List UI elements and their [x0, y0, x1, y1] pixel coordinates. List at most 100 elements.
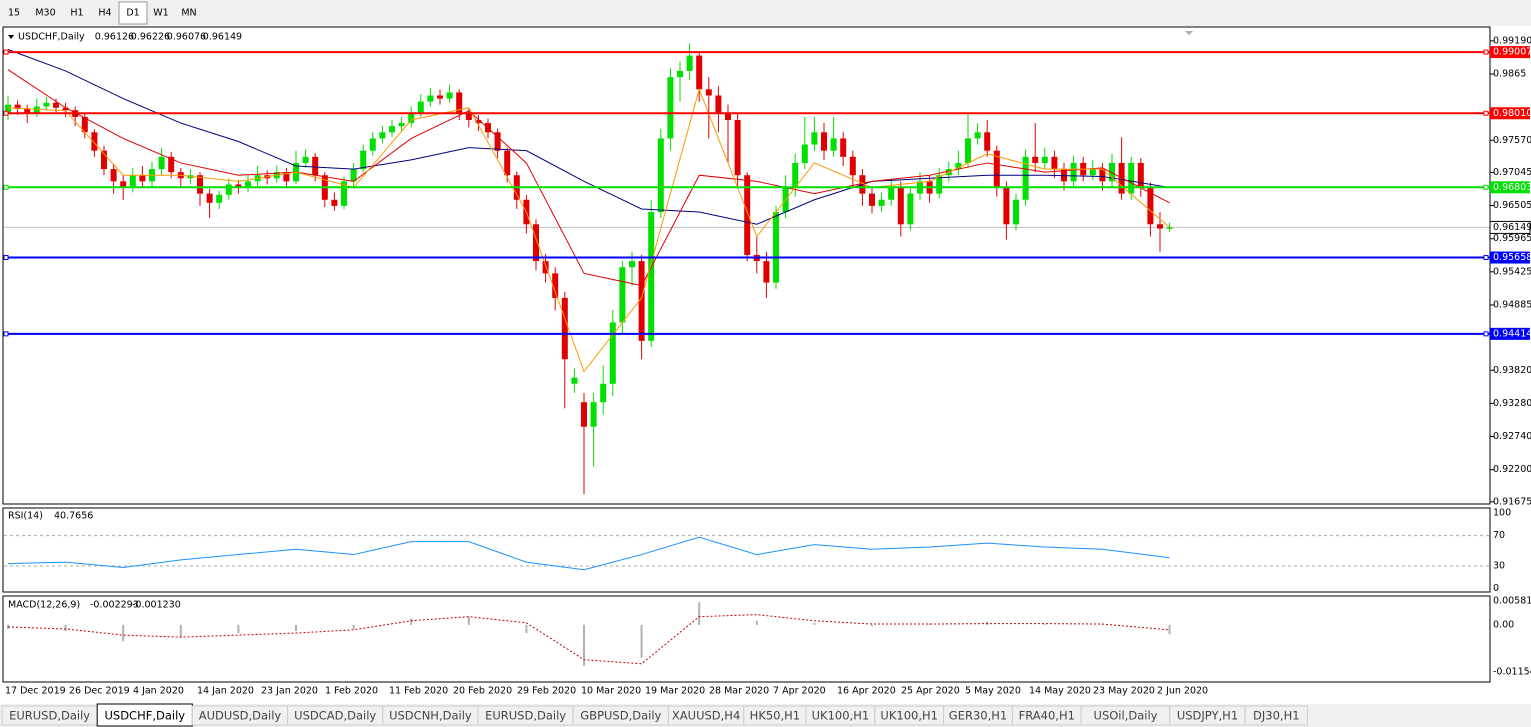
macd-tick-label: 0.005818 [1493, 596, 1531, 607]
y-tick-label: 0.93820 [1493, 365, 1531, 376]
x-tick-label: 25 Apr 2020 [901, 686, 960, 697]
tab-label[interactable]: EURUSD,Daily [9, 709, 90, 723]
candle-body [936, 175, 943, 194]
current-price-box [1489, 220, 1531, 234]
timeframe-button[interactable]: W1 [153, 8, 168, 19]
x-tick-label: 23 May 2020 [1093, 686, 1155, 697]
candle-body [187, 175, 194, 179]
tab-label[interactable]: USOil,Daily [1094, 709, 1158, 723]
level-handle [1483, 255, 1489, 261]
x-tick-label: 16 Apr 2020 [837, 686, 896, 697]
x-tick-label: 7 Apr 2020 [773, 686, 826, 697]
candle-body [456, 92, 463, 114]
y-tick-label: 0.9865 [1493, 69, 1526, 80]
tab-label[interactable]: UK100,H1 [812, 709, 870, 723]
tab-label[interactable]: USDCNH,Daily [389, 709, 472, 723]
timeframe-button[interactable]: 15 [8, 8, 20, 19]
candle-body [744, 175, 751, 255]
tab-label[interactable]: GBPUSD,Daily [580, 709, 661, 723]
x-tick-label: 23 Jan 2020 [261, 686, 318, 697]
tab-label[interactable]: USDCAD,Daily [294, 709, 376, 723]
candle-body [465, 113, 472, 121]
candle-body [14, 104, 21, 109]
candle-body [677, 70, 683, 78]
candle-body [494, 132, 501, 151]
level-handle [3, 331, 9, 337]
tab-label[interactable]: USDCHF,Daily [104, 709, 185, 723]
candle-body [1013, 199, 1019, 225]
candle-body [542, 261, 549, 274]
macd-label: MACD(12,26,9) [8, 600, 80, 611]
level-price-label: 0.99007 [1493, 47, 1531, 58]
candle-body [869, 193, 875, 206]
candle-body [811, 132, 818, 145]
x-tick-label: 19 Mar 2020 [645, 686, 705, 697]
tab-label[interactable]: DJ30,H1 [1253, 709, 1300, 723]
tab-label[interactable]: HK50,H1 [750, 709, 800, 723]
candle-body [878, 199, 885, 206]
candle-body [360, 150, 367, 170]
tab-label[interactable]: FRA40,H1 [1019, 709, 1075, 723]
candle-body [1166, 227, 1173, 229]
candle-body [1089, 169, 1096, 176]
x-tick-label: 14 May 2020 [1029, 686, 1091, 697]
candle-body [638, 261, 645, 341]
y-tick-label: 0.97570 [1493, 135, 1531, 146]
candle-body [725, 113, 731, 121]
candle-body [955, 162, 962, 170]
timeframe-button[interactable]: D1 [126, 8, 139, 19]
candle-body [840, 138, 847, 157]
y-tick-label: 0.97045 [1493, 167, 1531, 178]
candle-body [907, 193, 914, 225]
timeframe-button[interactable]: H4 [98, 8, 111, 19]
candle-body [446, 92, 453, 99]
tab-label[interactable]: GER30,H1 [949, 709, 1007, 723]
candle-body [398, 123, 405, 127]
candle-body [43, 102, 50, 107]
level-price-label: 0.95658 [1493, 252, 1531, 263]
tab[interactable] [1244, 705, 1308, 726]
x-tick-label: 5 May 2020 [965, 686, 1021, 697]
candle-body [101, 150, 107, 170]
timeframe-button[interactable]: H1 [70, 8, 83, 19]
candle-body [1147, 187, 1154, 225]
candle-body [715, 95, 722, 114]
level-handle [1483, 110, 1489, 116]
x-tick-label: 1 Feb 2020 [325, 686, 378, 697]
candle-body [1032, 156, 1039, 163]
candle-body [437, 95, 443, 99]
candle-body [1137, 162, 1144, 188]
candle-body [245, 181, 251, 188]
candle-body [667, 77, 674, 139]
x-tick-label: 11 Feb 2020 [389, 686, 448, 697]
candle-body [888, 187, 895, 200]
level-handle [1483, 49, 1489, 55]
rsi-tick-label: 30 [1493, 560, 1505, 571]
candle-body [974, 132, 981, 139]
moving-average [7, 87, 1170, 373]
candle-body [830, 138, 837, 151]
rsi-label: RSI(14) [8, 511, 43, 522]
x-tick-label: 26 Dec 2019 [69, 686, 130, 697]
candle-body [427, 95, 434, 102]
candle-body [331, 199, 338, 206]
candle-body [369, 138, 376, 151]
candle-body [1003, 187, 1010, 225]
macd-main: -0.002293 [90, 600, 139, 611]
tab-label[interactable]: AUDUSD,Daily [199, 709, 282, 723]
tab-label[interactable]: USDJPY,H1 [1177, 709, 1238, 723]
candle-body [33, 106, 40, 114]
tab-label[interactable]: EURUSD,Daily [485, 709, 566, 723]
collapse-arrow [8, 35, 14, 39]
candle-body [216, 194, 223, 203]
candle-body [1041, 156, 1048, 163]
candle-body [341, 181, 347, 206]
tab-label[interactable]: UK100,H1 [880, 709, 938, 723]
candle-body [1157, 224, 1163, 229]
timeframe-button[interactable]: M30 [35, 8, 55, 19]
timeframe-button[interactable]: MN [181, 8, 196, 19]
tab-label[interactable]: XAUUSD,H4 [672, 709, 740, 723]
rsi-value: 40.7656 [54, 511, 93, 522]
symbol-label: USDCHF,Daily [18, 32, 85, 43]
